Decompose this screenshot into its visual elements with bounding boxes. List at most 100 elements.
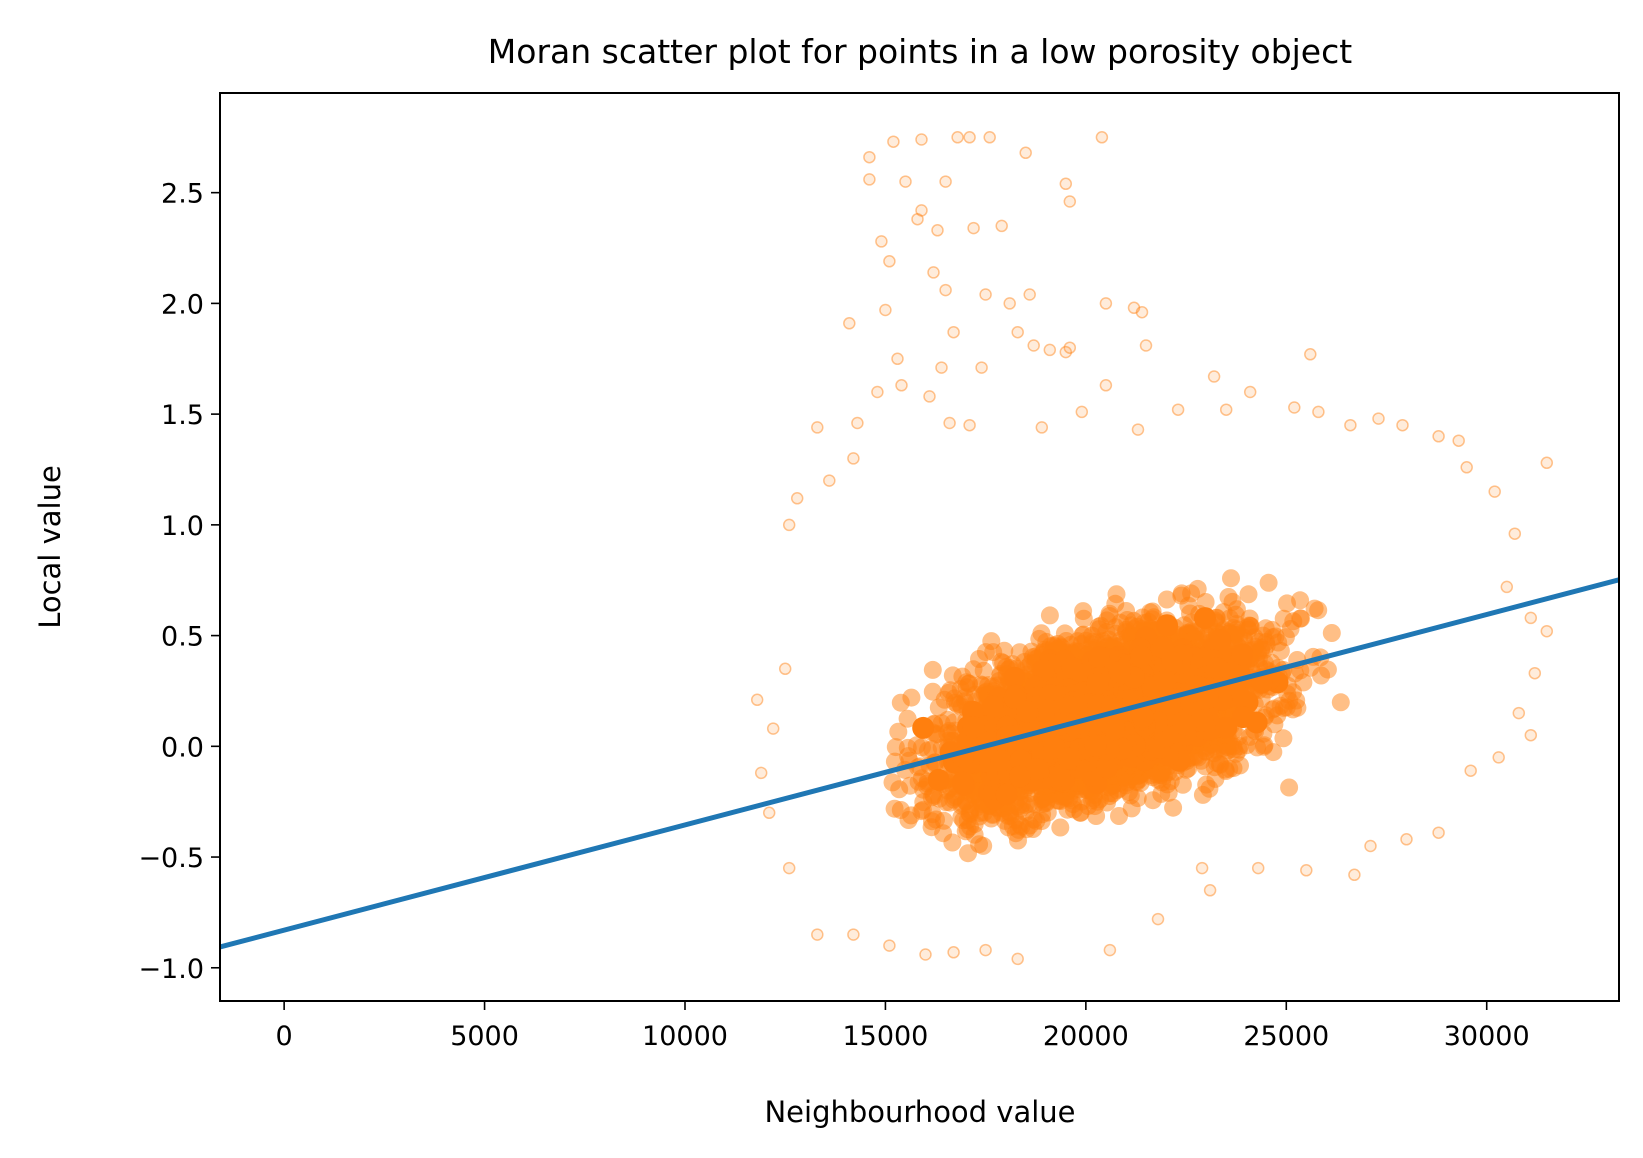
scatter-point-dense xyxy=(974,836,993,855)
scatter-point xyxy=(1364,839,1377,853)
scatter-point xyxy=(923,390,936,403)
scatter-point-dense xyxy=(1222,569,1240,588)
scatter-point-dense xyxy=(923,660,942,679)
scatter-point-core xyxy=(951,771,974,794)
scatter-point-core xyxy=(1231,706,1254,729)
scatter-point-dense xyxy=(1265,715,1284,734)
x-tick-label: 30000 xyxy=(1444,1021,1530,1052)
x-tick-label: 0 xyxy=(276,1021,293,1052)
scatter-point xyxy=(1059,177,1073,191)
scatter-point xyxy=(979,943,992,957)
scatter-point xyxy=(823,474,836,487)
scatter-point-core xyxy=(1016,700,1039,723)
chart-title: Moran scatter plot for points in a low p… xyxy=(488,32,1352,71)
scatter-point xyxy=(1512,706,1526,720)
scatter-point-core xyxy=(1048,764,1071,787)
scatter-point xyxy=(1348,868,1361,882)
x-axis: 0 5000 10000 15000 20000 25000 30000 xyxy=(276,1001,1530,1052)
scatter-point-dense xyxy=(891,693,910,712)
scatter-cloud xyxy=(750,131,1554,966)
scatter-point xyxy=(1304,348,1317,361)
scatter-point xyxy=(1508,527,1522,540)
scatter-point-dense xyxy=(902,806,921,825)
scatter-point xyxy=(1019,146,1032,160)
scatter-point-dense xyxy=(1248,738,1267,757)
scatter-point xyxy=(879,303,892,317)
y-tick-label: −0.5 xyxy=(138,843,204,874)
scatter-point-dense xyxy=(1097,623,1116,642)
scatter-point-dense xyxy=(1309,601,1328,620)
scatter-point-core xyxy=(1058,695,1081,718)
scatter-point xyxy=(947,946,960,959)
scatter-point xyxy=(847,928,860,941)
y-tick-label: −1.0 xyxy=(138,954,204,985)
scatter-point-dense xyxy=(1064,800,1083,819)
scatter-point-core xyxy=(1026,758,1049,780)
scatter-point xyxy=(811,928,824,941)
scatter-point-core xyxy=(912,716,935,739)
scatter-point-core xyxy=(1215,716,1238,739)
scatter-point-dense xyxy=(1110,807,1128,825)
scatter-point-core xyxy=(1131,705,1154,728)
scatter-point-dense xyxy=(1030,629,1049,648)
scatter-point-core xyxy=(1087,646,1110,668)
scatter-point-core xyxy=(927,768,950,791)
scatter-point xyxy=(754,766,768,780)
scatter-point-dense xyxy=(1098,793,1116,812)
scatter-point xyxy=(1063,195,1077,208)
scatter-point xyxy=(1372,412,1385,425)
x-axis-label: Neighbourhood value xyxy=(764,1095,1075,1129)
scatter-point-dense xyxy=(1252,638,1271,657)
scatter-point-core xyxy=(1154,669,1177,692)
scatter-point xyxy=(887,135,900,148)
scatter-point xyxy=(851,416,864,430)
scatter-point-dense xyxy=(1285,664,1304,683)
scatter-point xyxy=(863,150,876,164)
scatter-point-core xyxy=(1196,686,1219,709)
scatter-point xyxy=(1251,861,1265,875)
scatter-point xyxy=(1151,912,1165,926)
scatter-point xyxy=(931,224,944,237)
scatter-point xyxy=(919,948,932,961)
scatter-point xyxy=(1528,666,1542,680)
scatter-point-dense xyxy=(1036,794,1055,813)
scatter-point-dense xyxy=(943,833,962,852)
scatter-point-core xyxy=(1084,734,1107,757)
scatter-point xyxy=(1207,370,1221,383)
scatter-point-core xyxy=(1194,607,1216,630)
plot-frame xyxy=(219,92,1620,1002)
y-axis: −1.0−0.50.00.51.01.52.02.5 xyxy=(138,179,220,985)
scatter-point xyxy=(863,173,876,186)
scatter-point xyxy=(1003,297,1016,310)
scatter-point xyxy=(1312,405,1325,419)
scatter-point xyxy=(1103,943,1117,957)
scatter-point-dense xyxy=(1312,666,1331,685)
scatter-point-dense xyxy=(1164,798,1183,817)
scatter-point-core xyxy=(1205,657,1228,680)
scatter-point xyxy=(847,452,860,465)
scatter-point-dense xyxy=(885,799,904,818)
scatter-point-core xyxy=(990,749,1013,772)
scatter-point-dense xyxy=(968,798,987,816)
scatter-point xyxy=(927,266,940,279)
y-axis-label: Local value xyxy=(33,465,67,629)
scatter-point-dense xyxy=(1159,783,1178,802)
scatter-point-dense xyxy=(996,811,1014,830)
scatter-point xyxy=(939,283,952,297)
scatter-point xyxy=(883,939,896,952)
scatter-point xyxy=(1023,288,1036,301)
scatter-point xyxy=(782,861,796,875)
scatter-point xyxy=(967,221,980,235)
scatter-point-dense xyxy=(1239,585,1258,604)
scatter-point xyxy=(750,693,764,707)
scatter-point xyxy=(1300,864,1313,877)
scatter-point-dense xyxy=(1051,792,1070,810)
scatter-point xyxy=(1344,418,1357,432)
scatter-point-core xyxy=(1175,714,1198,736)
scatter-point xyxy=(1492,751,1505,764)
x-tick-label: 15000 xyxy=(842,1021,928,1052)
scatter-point-dense xyxy=(1115,765,1134,784)
scatter-point xyxy=(895,379,908,392)
scatter-point-dense xyxy=(1274,609,1293,628)
plot-area xyxy=(219,92,1620,1002)
